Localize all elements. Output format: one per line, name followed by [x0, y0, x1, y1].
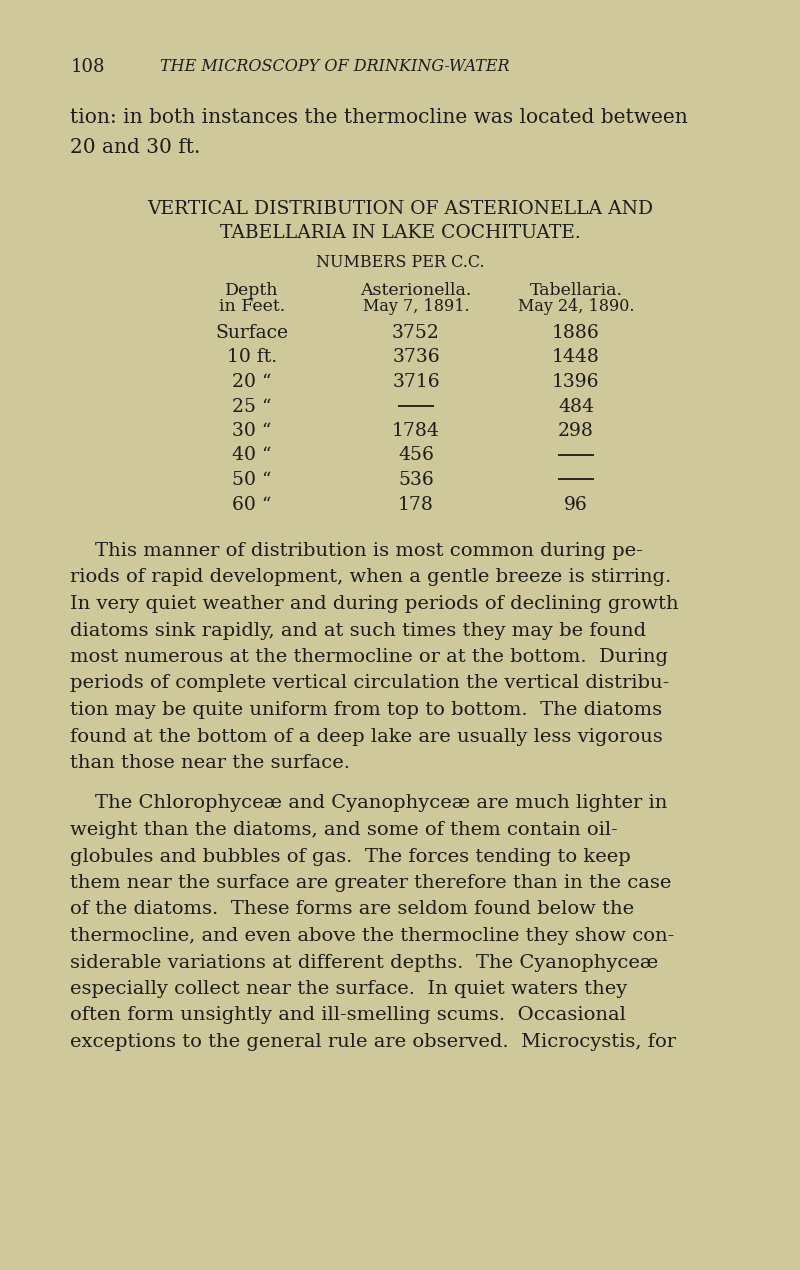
- Text: Asterionella.: Asterionella.: [360, 282, 472, 298]
- Text: TABELLARIA IN LAKE COCHITUATE.: TABELLARIA IN LAKE COCHITUATE.: [220, 224, 580, 243]
- Text: The Chlorophyceæ and Cyanophyceæ are much lighter in: The Chlorophyceæ and Cyanophyceæ are muc…: [70, 795, 668, 813]
- Text: 484: 484: [558, 398, 594, 415]
- Text: 1886: 1886: [552, 324, 600, 342]
- Text: in Feet.: in Feet.: [219, 298, 285, 315]
- Text: May 7, 1891.: May 7, 1891.: [362, 298, 470, 315]
- Text: siderable variations at different depths.  The Cyanophyceæ: siderable variations at different depths…: [70, 954, 658, 972]
- Text: them near the surface are greater therefore than in the case: them near the surface are greater theref…: [70, 874, 672, 892]
- Text: 60 “: 60 “: [232, 495, 272, 513]
- Text: tion: in both instances the thermocline was located between: tion: in both instances the thermocline …: [70, 108, 688, 127]
- Text: In very quiet weather and during periods of declining growth: In very quiet weather and during periods…: [70, 596, 679, 613]
- Text: 1448: 1448: [552, 348, 600, 367]
- Text: 40 “: 40 “: [232, 447, 272, 465]
- Text: diatoms sink rapidly, and at such times they may be found: diatoms sink rapidly, and at such times …: [70, 621, 646, 640]
- Text: periods of complete vertical circulation the vertical distribu-: periods of complete vertical circulation…: [70, 674, 670, 692]
- Text: found at the bottom of a deep lake are usually less vigorous: found at the bottom of a deep lake are u…: [70, 728, 663, 745]
- Text: 108: 108: [70, 58, 105, 76]
- Text: 20 “: 20 “: [232, 373, 272, 391]
- Text: 178: 178: [398, 495, 434, 513]
- Text: 1396: 1396: [552, 373, 600, 391]
- Text: 1784: 1784: [392, 422, 440, 439]
- Text: NUMBERS PER C.C.: NUMBERS PER C.C.: [316, 254, 484, 271]
- Text: riods of rapid development, when a gentle breeze is stirring.: riods of rapid development, when a gentl…: [70, 569, 672, 587]
- Text: 10 ft.: 10 ft.: [227, 348, 277, 367]
- Text: thermocline, and even above the thermocline they show con-: thermocline, and even above the thermocl…: [70, 927, 674, 945]
- Text: 536: 536: [398, 471, 434, 489]
- Text: THE MICROSCOPY OF DRINKING-WATER: THE MICROSCOPY OF DRINKING-WATER: [160, 58, 510, 75]
- Text: 3736: 3736: [392, 348, 440, 367]
- Text: May 24, 1890.: May 24, 1890.: [518, 298, 634, 315]
- Text: Surface: Surface: [215, 324, 289, 342]
- Text: especially collect near the surface.  In quiet waters they: especially collect near the surface. In …: [70, 980, 628, 998]
- Text: of the diatoms.  These forms are seldom found below the: of the diatoms. These forms are seldom f…: [70, 900, 634, 918]
- Text: Tabellaria.: Tabellaria.: [530, 282, 622, 298]
- Text: 298: 298: [558, 422, 594, 439]
- Text: globules and bubbles of gas.  The forces tending to keep: globules and bubbles of gas. The forces …: [70, 847, 631, 865]
- Text: exceptions to the general rule are observed.  Microcystis, for: exceptions to the general rule are obser…: [70, 1033, 677, 1052]
- Text: tion may be quite uniform from top to bottom.  The diatoms: tion may be quite uniform from top to bo…: [70, 701, 662, 719]
- Text: than those near the surface.: than those near the surface.: [70, 754, 350, 772]
- Text: Depth: Depth: [226, 282, 278, 298]
- Text: 3716: 3716: [392, 373, 440, 391]
- Text: This manner of distribution is most common during pe-: This manner of distribution is most comm…: [70, 542, 643, 560]
- Text: often form unsightly and ill-smelling scums.  Occasional: often form unsightly and ill-smelling sc…: [70, 1007, 626, 1025]
- Text: 25 “: 25 “: [232, 398, 272, 415]
- Text: weight than the diatoms, and some of them contain oil-: weight than the diatoms, and some of the…: [70, 820, 618, 839]
- Text: 50 “: 50 “: [232, 471, 272, 489]
- Text: most numerous at the thermocline or at the bottom.  During: most numerous at the thermocline or at t…: [70, 648, 669, 665]
- Text: VERTICAL DISTRIBUTION OF ASTERIONELLA AND: VERTICAL DISTRIBUTION OF ASTERIONELLA AN…: [147, 199, 653, 218]
- Text: 3752: 3752: [392, 324, 440, 342]
- Text: 30 “: 30 “: [232, 422, 272, 439]
- Text: 20 and 30 ft.: 20 and 30 ft.: [70, 138, 201, 157]
- Text: 456: 456: [398, 447, 434, 465]
- Text: 96: 96: [564, 495, 588, 513]
